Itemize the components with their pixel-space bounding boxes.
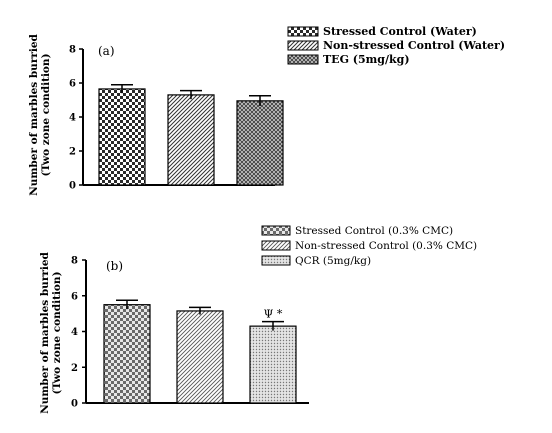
bar-a-0 (98, 88, 146, 186)
y-axis-title-line1-b: Number of marbles burried (39, 251, 51, 413)
legend-swatch-a-1 (287, 40, 319, 51)
legend-label-b-1: Non-stressed Control (0.3% CMC) (295, 240, 477, 252)
bar-a-2 (236, 100, 284, 186)
legend-swatch-b-1 (261, 240, 291, 251)
legend-label-a-2: TEG (5mg/kg) (323, 53, 410, 66)
y-tick-label-b-2: 4 (71, 327, 78, 338)
bar-b-2 (249, 325, 297, 404)
legend-label-b-0: Stressed Control (0.3% CMC) (295, 225, 453, 237)
y-tick-label-a-3: 6 (69, 79, 76, 90)
panel-label-b: (b) (106, 259, 123, 273)
y-axis-title-line2-a: (Two zone condition) (40, 53, 52, 176)
y-tick-label-a-2: 4 (69, 113, 76, 124)
legend-label-b-2: QCR (5mg/kg) (295, 255, 371, 267)
panel-label-a: (a) (98, 44, 115, 58)
legend-swatch-a-0 (287, 26, 319, 37)
y-tick-label-b-0: 0 (71, 399, 78, 410)
significance-label-b-0: Ψ * (264, 308, 283, 321)
chart-panel-b: Number of marbles burried (Two zone cond… (39, 225, 477, 414)
bar-b-1 (176, 310, 224, 404)
bar-b-0 (103, 304, 151, 404)
y-tick-label-b-3: 6 (71, 291, 78, 302)
y-tick-label-a-4: 8 (69, 45, 76, 56)
y-tick-label-b-4: 8 (71, 256, 78, 267)
legend-swatch-b-2 (261, 255, 291, 266)
y-tick-label-a-0: 0 (69, 181, 76, 192)
legend-label-a-1: Non-stressed Control (Water) (323, 39, 505, 52)
y-axis-title-b: Number of marbles burried (Two zone cond… (39, 251, 63, 413)
y-tick-label-a-1: 2 (69, 147, 76, 158)
y-tick-label-b-1: 2 (71, 363, 78, 374)
chart-panel-a: Number of marbles burried (Two zone cond… (28, 25, 505, 196)
legend-label-a-0: Stressed Control (Water) (323, 25, 477, 38)
y-axis-title-line1-a: Number of marbles burried (28, 33, 40, 195)
bar-a-1 (167, 94, 215, 186)
y-axis-title-a: Number of marbles burried (Two zone cond… (28, 33, 52, 195)
y-axis-title-line2-b: (Two zone condition) (51, 271, 63, 394)
legend-swatch-b-0 (261, 225, 291, 236)
legend-swatch-a-2 (287, 54, 319, 65)
